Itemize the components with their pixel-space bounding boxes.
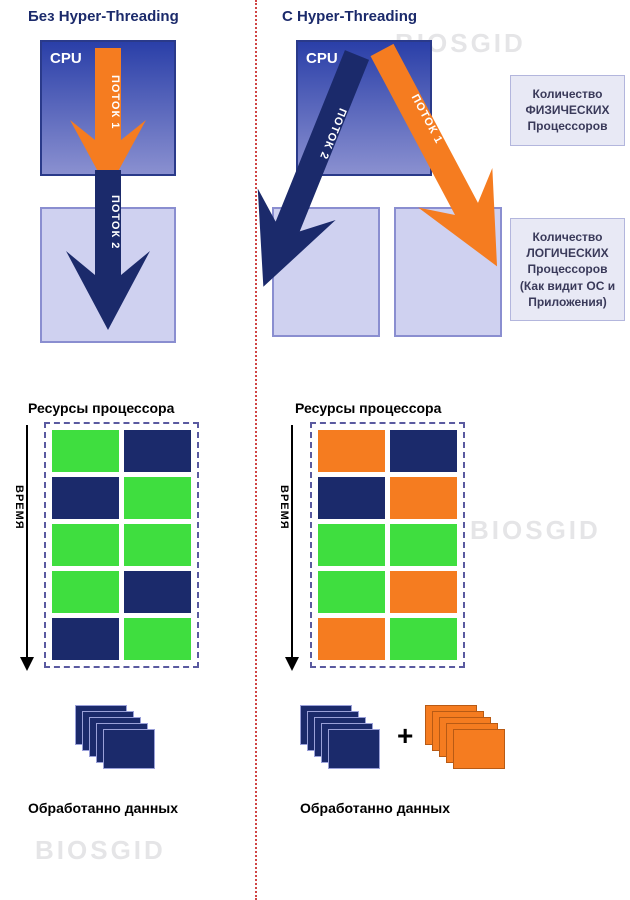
resource-cell <box>52 430 119 472</box>
left-stack-navy <box>75 705 165 780</box>
left-time-label: ВРЕМЯ <box>13 485 25 530</box>
resource-cell <box>124 618 191 660</box>
resource-cell <box>318 477 385 519</box>
resource-cell <box>318 618 385 660</box>
right-heading: С Hyper-Threading <box>282 8 417 25</box>
side-label-physical: Количество ФИЗИЧЕСКИХ Процессоров <box>510 75 625 146</box>
side-label-logical: Количество ЛОГИЧЕСКИХ Процессоров (Как в… <box>510 218 625 321</box>
resource-cell <box>124 477 191 519</box>
right-stack-navy <box>300 705 390 780</box>
resource-cell <box>124 430 191 472</box>
resource-cell <box>124 524 191 566</box>
resource-cell <box>52 524 119 566</box>
resource-cell <box>124 571 191 613</box>
left-thread1-label: ПОТОК 1 <box>109 75 121 129</box>
vertical-divider <box>255 0 257 900</box>
left-processed-label: Обработанно данных <box>28 800 178 816</box>
left-resources-heading: Ресурсы процессора <box>28 400 174 416</box>
resource-cell <box>318 524 385 566</box>
watermark: BIOSGID <box>470 515 601 546</box>
right-time-label: ВРЕМЯ <box>278 485 290 530</box>
data-card <box>103 729 155 769</box>
resource-cell <box>52 618 119 660</box>
left-thread2-label: ПОТОК 2 <box>109 195 121 249</box>
left-time-axis: ВРЕМЯ <box>20 425 34 671</box>
resource-cell <box>52 477 119 519</box>
resource-cell <box>390 571 457 613</box>
resource-cell <box>390 524 457 566</box>
right-time-axis: ВРЕМЯ <box>285 425 299 671</box>
left-resource-grid <box>44 422 199 668</box>
data-card <box>453 729 505 769</box>
left-arrows: ПОТОК 1 ПОТОК 2 <box>40 40 210 350</box>
resource-cell <box>390 477 457 519</box>
plus-sign: + <box>397 720 413 752</box>
watermark: BIOSGID <box>35 835 166 866</box>
resource-cell <box>318 430 385 472</box>
left-heading: Без Hyper-Threading <box>28 8 179 25</box>
right-resource-grid <box>310 422 465 668</box>
resource-cell <box>318 571 385 613</box>
right-resources-heading: Ресурсы процессора <box>295 400 441 416</box>
right-stack-orange <box>425 705 515 780</box>
resource-cell <box>390 430 457 472</box>
resource-cell <box>52 571 119 613</box>
right-arrows: ПОТОК 2 ПОТОК 1 <box>272 40 512 350</box>
right-processed-label: Обработанно данных <box>300 800 450 816</box>
data-card <box>328 729 380 769</box>
resource-cell <box>390 618 457 660</box>
